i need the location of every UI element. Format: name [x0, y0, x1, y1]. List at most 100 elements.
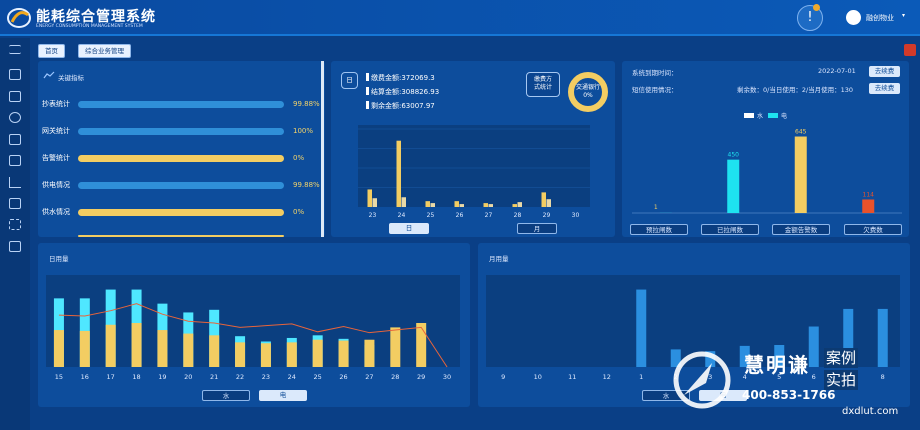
menu-list-icon[interactable] [9, 45, 21, 54]
payment-method-button[interactable]: 缴费方 式统计 [526, 72, 560, 97]
user-name[interactable]: 融创物业 [866, 14, 894, 22]
sms-bar [862, 199, 875, 213]
x-tick-label: 4 [743, 373, 747, 381]
kpi-progress-bar [78, 101, 284, 108]
payment-bar [512, 204, 517, 207]
breadcrumb-home[interactable]: 首页 [38, 44, 65, 58]
x-tick-label: 8 [881, 373, 885, 381]
kpi-value: 100% [293, 127, 314, 135]
payment-bar [425, 201, 430, 207]
document-icon[interactable] [9, 198, 21, 209]
legend-power-swatch [768, 113, 778, 118]
cutoff-button[interactable]: 已拉闸数 [701, 224, 759, 235]
x-tick-label: 1 [639, 373, 643, 381]
monthly-power-bar [808, 326, 819, 367]
panel-scrollbar[interactable] [321, 61, 324, 237]
user-avatar-icon[interactable] [846, 10, 861, 25]
settlement-amount: 结算金额:308826.93 [366, 87, 439, 97]
payment-bar [459, 204, 464, 207]
folder-icon[interactable] [9, 91, 21, 102]
tab-daily-power[interactable]: 电 [259, 390, 307, 401]
arrears-button[interactable]: 欠费数 [844, 224, 902, 235]
kpi-value: 0% [293, 208, 305, 216]
daily-power-bar [364, 339, 375, 367]
watermark-phone: 400-853-1766 [742, 388, 836, 402]
x-tick-label: 27 [365, 373, 373, 381]
chevron-down-icon[interactable]: ▾ [902, 12, 906, 19]
key-indicators-title: 关键指标 [58, 74, 84, 82]
tab-daily-water[interactable]: 水 [202, 390, 250, 401]
daily-power-bar [338, 340, 349, 367]
payment-method-line2: 式统计 [533, 84, 552, 91]
yuan-icon[interactable] [9, 112, 21, 123]
tab-monthly-water[interactable]: 水 [642, 390, 690, 401]
daily-power-bar [131, 323, 142, 367]
x-tick-label: 5 [777, 373, 781, 381]
monitor-icon[interactable] [9, 241, 21, 252]
renew-sms-button[interactable]: 去续费 [869, 83, 900, 94]
x-tick-label: 12 [603, 373, 611, 381]
kpi-progress-bar [78, 209, 284, 216]
kpi-value: 99.88% [293, 181, 320, 189]
daily-usage-title: 日用量 [49, 255, 69, 263]
breadcrumb-business[interactable]: 综合业务管理 [78, 44, 131, 58]
tab-payment-day[interactable]: 日 [389, 223, 429, 234]
dashboard-icon[interactable] [9, 69, 21, 80]
payment-bar [401, 197, 406, 207]
x-tick-label: 28 [514, 212, 522, 219]
kpi-label: 抄表统计 [42, 100, 70, 108]
top-bar: 能耗综合管理系统 ENERGY CONSUMPTION MANAGEMENT S… [0, 0, 920, 36]
daily-power-bar [79, 330, 90, 367]
x-tick-label: 26 [339, 373, 347, 381]
trend-chart-icon[interactable] [9, 177, 21, 188]
daily-power-bar [416, 323, 427, 367]
x-tick-label: 29 [543, 212, 551, 219]
legend-power-label: 电 [781, 113, 788, 120]
daily-power-bar [183, 333, 194, 367]
watermark-site: dxdlut.com [842, 406, 899, 417]
download-icon[interactable] [9, 155, 21, 166]
watermark-tag-case: 案例 [824, 348, 858, 368]
apps-grid-icon[interactable] [9, 219, 21, 230]
payment-bar [430, 203, 435, 207]
x-tick-label: 19 [158, 373, 166, 381]
amount-alarm-button[interactable]: 金额告警数 [772, 224, 830, 235]
watermark-tag-photo: 实拍 [824, 370, 858, 390]
payment-method-line1: 缴费方 [533, 76, 552, 83]
monthly-usage-title: 月用量 [489, 255, 509, 263]
renew-button[interactable]: 去续费 [869, 66, 900, 77]
monthly-power-bar [670, 349, 681, 367]
payment-bar [454, 201, 459, 207]
legend-water-swatch [744, 113, 754, 118]
sms-bar [727, 159, 740, 213]
daily-power-bar [312, 339, 323, 367]
expire-date: 2022-07-01 [818, 67, 856, 75]
remaining-amount: 剩余金额:63007.97 [366, 101, 435, 111]
close-tab-icon[interactable] [904, 44, 916, 56]
x-tick-label: 18 [132, 373, 140, 381]
logo-icon [7, 8, 31, 28]
notification-badge [813, 4, 820, 11]
monthly-power-bar [636, 289, 647, 367]
sms-value-label: 1 [654, 204, 658, 211]
daily-trend-line [58, 303, 448, 368]
tab-payment-month[interactable]: 月 [517, 223, 557, 234]
sms-bar-chart: 1 450 645 114 [632, 129, 902, 214]
x-tick-label: 27 [485, 212, 493, 219]
sms-panel [622, 61, 909, 237]
kpi-value: 99.88% [293, 100, 320, 108]
message-icon[interactable] [9, 134, 21, 145]
daily-power-bar [286, 342, 297, 367]
payment-amount: 缴费金额:372069.3 [366, 73, 435, 83]
sms-value-label: 645 [795, 129, 807, 136]
pre-cutoff-button[interactable]: 预拉闸数 [630, 224, 688, 235]
kpi-label: 告警统计 [42, 154, 70, 162]
sms-bar [794, 136, 807, 213]
plot-area [358, 125, 590, 207]
payment-bar [488, 204, 493, 207]
monthly-power-bar [877, 308, 888, 367]
trend-icon [43, 71, 55, 79]
x-tick-label: 11 [568, 373, 576, 381]
daily-power-bar [157, 330, 168, 367]
x-tick-label: 25 [314, 373, 322, 381]
